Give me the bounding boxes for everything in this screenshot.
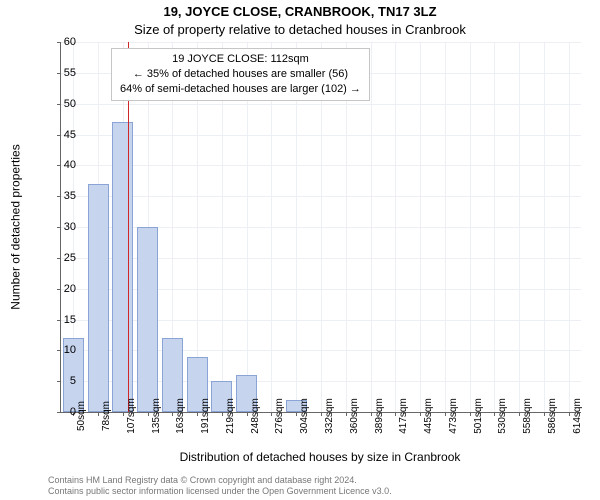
gridline-v — [494, 42, 495, 412]
footer-line2: Contains public sector information licen… — [48, 486, 392, 497]
x-tick-label: 163sqm — [175, 398, 186, 434]
y-tick-label: 50 — [46, 98, 76, 110]
gridline-v — [371, 42, 372, 412]
x-tick-mark — [494, 412, 495, 416]
x-tick-label: 360sqm — [349, 398, 360, 434]
callout-box: 19 JOYCE CLOSE: 112sqm ← 35% of detached… — [111, 48, 370, 101]
bar — [88, 184, 109, 412]
y-tick-label: 25 — [46, 252, 76, 264]
gridline-v — [569, 42, 570, 412]
footer-line1: Contains HM Land Registry data © Crown c… — [48, 475, 392, 486]
x-tick-label: 332sqm — [324, 398, 335, 434]
x-tick-label: 389sqm — [374, 398, 385, 434]
chart-title-sub: Size of property relative to detached ho… — [0, 22, 600, 37]
x-tick-label: 50sqm — [76, 401, 87, 431]
y-tick-label: 20 — [46, 283, 76, 295]
gridline-v — [519, 42, 520, 412]
x-tick-label: 107sqm — [126, 398, 137, 434]
bar — [112, 122, 133, 412]
x-tick-mark — [148, 412, 149, 416]
x-tick-mark — [445, 412, 446, 416]
plot-area: 19 JOYCE CLOSE: 112sqm ← 35% of detached… — [60, 42, 581, 413]
x-axis-label: Distribution of detached houses by size … — [60, 450, 580, 464]
x-tick-mark — [569, 412, 570, 416]
x-tick-mark — [98, 412, 99, 416]
y-tick-label: 15 — [46, 314, 76, 326]
x-tick-mark — [544, 412, 545, 416]
x-tick-label: 304sqm — [299, 398, 310, 434]
y-tick-label: 0 — [46, 406, 76, 418]
bar — [137, 227, 158, 412]
x-tick-mark — [123, 412, 124, 416]
x-tick-label: 614sqm — [572, 398, 583, 434]
y-tick-label: 55 — [46, 67, 76, 79]
x-tick-mark — [247, 412, 248, 416]
x-tick-label: 276sqm — [274, 398, 285, 434]
x-tick-mark — [470, 412, 471, 416]
gridline-v — [395, 42, 396, 412]
y-tick-label: 40 — [46, 159, 76, 171]
gridline-v — [445, 42, 446, 412]
x-tick-label: 417sqm — [398, 398, 409, 434]
y-tick-label: 5 — [46, 375, 76, 387]
x-tick-label: 191sqm — [200, 398, 211, 434]
callout-line1: 19 JOYCE CLOSE: 112sqm — [120, 52, 361, 67]
y-axis-label: Number of detached properties — [8, 42, 24, 412]
x-tick-label: 248sqm — [250, 398, 261, 434]
x-tick-label: 501sqm — [473, 398, 484, 434]
x-tick-label: 586sqm — [547, 398, 558, 434]
y-tick-label: 35 — [46, 190, 76, 202]
gridline-v — [420, 42, 421, 412]
x-tick-mark — [395, 412, 396, 416]
x-tick-mark — [321, 412, 322, 416]
callout-line3: 64% of semi-detached houses are larger (… — [120, 82, 361, 97]
x-tick-label: 473sqm — [448, 398, 459, 434]
x-tick-label: 445sqm — [423, 398, 434, 434]
x-tick-label: 558sqm — [522, 398, 533, 434]
chart-title-main: 19, JOYCE CLOSE, CRANBROOK, TN17 3LZ — [0, 4, 600, 19]
gridline-v — [470, 42, 471, 412]
x-tick-mark — [371, 412, 372, 416]
y-tick-label: 60 — [46, 36, 76, 48]
y-tick-label: 30 — [46, 221, 76, 233]
x-tick-label: 135sqm — [151, 398, 162, 434]
x-tick-label: 78sqm — [101, 401, 112, 431]
x-tick-label: 530sqm — [497, 398, 508, 434]
y-tick-label: 10 — [46, 344, 76, 356]
x-tick-mark — [420, 412, 421, 416]
gridline-v — [544, 42, 545, 412]
x-tick-mark — [271, 412, 272, 416]
x-tick-label: 219sqm — [225, 398, 236, 434]
x-tick-mark — [197, 412, 198, 416]
x-tick-mark — [172, 412, 173, 416]
callout-line2: ← 35% of detached houses are smaller (56… — [120, 67, 361, 82]
x-tick-mark — [222, 412, 223, 416]
x-tick-mark — [519, 412, 520, 416]
y-tick-label: 45 — [46, 129, 76, 141]
footer-attribution: Contains HM Land Registry data © Crown c… — [48, 475, 392, 498]
x-tick-mark — [296, 412, 297, 416]
chart-container: 19, JOYCE CLOSE, CRANBROOK, TN17 3LZ Siz… — [0, 0, 600, 500]
x-tick-mark — [346, 412, 347, 416]
